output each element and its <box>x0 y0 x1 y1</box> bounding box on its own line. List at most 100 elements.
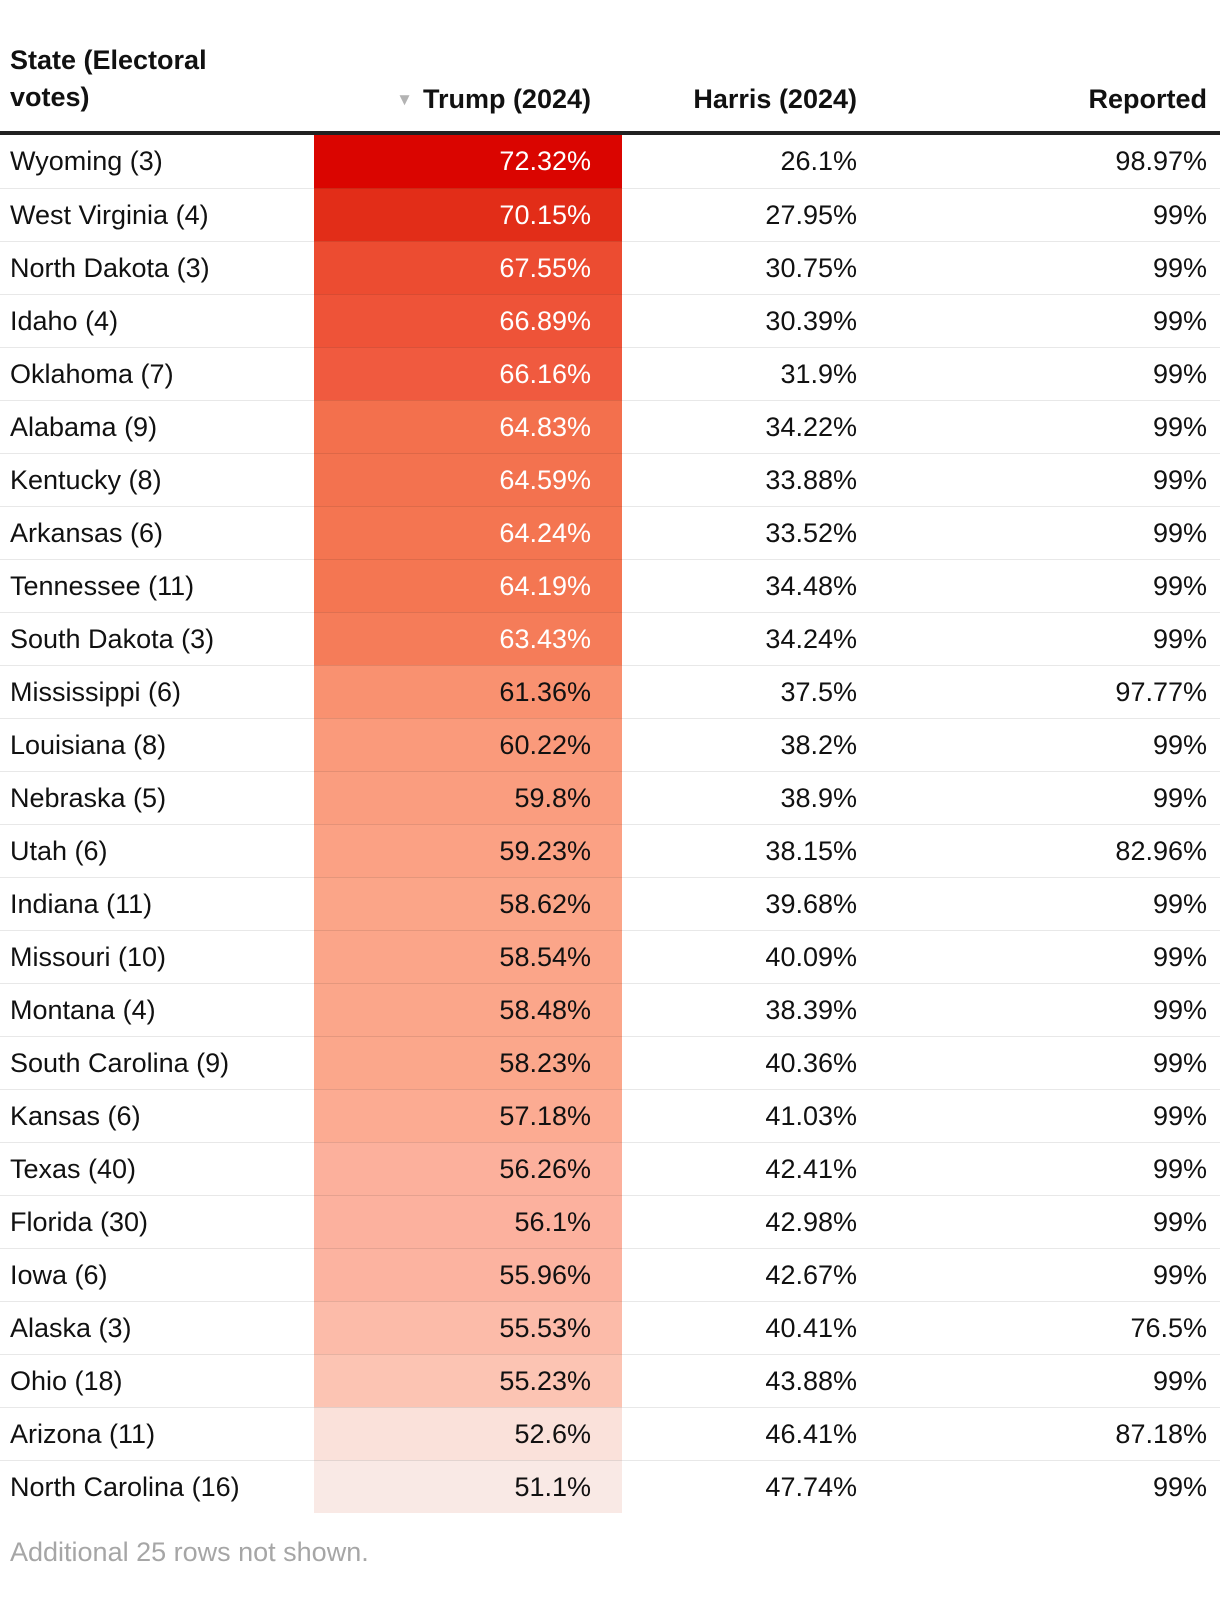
table-row: Arkansas (6) 64.24% 33.52% 99% <box>0 506 1220 559</box>
table-row: Wyoming (3) 72.32% 26.1% 98.97% <box>0 135 1220 188</box>
trump-value-cell: 64.83% <box>314 400 622 453</box>
reported-value-cell: 99% <box>888 347 1220 400</box>
header-row: State (Electoral votes) ▼ Trump (2024) Ha… <box>0 0 1220 135</box>
harris-value-cell: 38.39% <box>622 983 888 1036</box>
trump-value-cell: 55.53% <box>314 1301 622 1354</box>
harris-value-cell: 39.68% <box>622 877 888 930</box>
table-row: Texas (40) 56.26% 42.41% 99% <box>0 1142 1220 1195</box>
column-header-trump[interactable]: ▼ Trump (2024) <box>314 0 622 135</box>
table-row: Oklahoma (7) 66.16% 31.9% 99% <box>0 347 1220 400</box>
harris-value-cell: 34.24% <box>622 612 888 665</box>
state-cell: Missouri (10) <box>0 930 314 983</box>
reported-value-cell: 99% <box>888 930 1220 983</box>
harris-value-cell: 37.5% <box>622 665 888 718</box>
harris-value-cell: 40.36% <box>622 1036 888 1089</box>
column-header-harris-label: Harris (2024) <box>693 84 857 114</box>
reported-value-cell: 99% <box>888 1142 1220 1195</box>
reported-value-cell: 99% <box>888 612 1220 665</box>
trump-value-cell: 70.15% <box>314 188 622 241</box>
trump-value-cell: 51.1% <box>314 1460 622 1513</box>
state-cell: North Carolina (16) <box>0 1460 314 1513</box>
trump-value-cell: 58.54% <box>314 930 622 983</box>
trump-value-cell: 67.55% <box>314 241 622 294</box>
trump-value-cell: 56.1% <box>314 1195 622 1248</box>
trump-value-cell: 55.96% <box>314 1248 622 1301</box>
table-row: Louisiana (8) 60.22% 38.2% 99% <box>0 718 1220 771</box>
reported-value-cell: 99% <box>888 1089 1220 1142</box>
table-row: Iowa (6) 55.96% 42.67% 99% <box>0 1248 1220 1301</box>
trump-value-cell: 63.43% <box>314 612 622 665</box>
column-header-reported-label: Reported <box>1088 84 1207 114</box>
harris-value-cell: 33.88% <box>622 453 888 506</box>
trump-value-cell: 66.16% <box>314 347 622 400</box>
state-cell: South Dakota (3) <box>0 612 314 665</box>
reported-value-cell: 82.96% <box>888 824 1220 877</box>
column-header-state[interactable]: State (Electoral votes) <box>0 0 314 135</box>
harris-value-cell: 30.39% <box>622 294 888 347</box>
trump-value-cell: 72.32% <box>314 135 622 188</box>
trump-value-cell: 59.8% <box>314 771 622 824</box>
column-header-reported[interactable]: Reported <box>888 0 1220 135</box>
trump-value-cell: 52.6% <box>314 1407 622 1460</box>
harris-value-cell: 40.09% <box>622 930 888 983</box>
column-header-harris[interactable]: Harris (2024) <box>622 0 888 135</box>
state-cell: Alabama (9) <box>0 400 314 453</box>
trump-value-cell: 58.23% <box>314 1036 622 1089</box>
results-table: State (Electoral votes) ▼ Trump (2024) Ha… <box>0 0 1220 1513</box>
harris-value-cell: 47.74% <box>622 1460 888 1513</box>
state-cell: West Virginia (4) <box>0 188 314 241</box>
column-header-trump-label: Trump (2024) <box>422 84 591 114</box>
harris-value-cell: 34.48% <box>622 559 888 612</box>
trump-value-cell: 66.89% <box>314 294 622 347</box>
state-cell: Nebraska (5) <box>0 771 314 824</box>
trump-value-cell: 55.23% <box>314 1354 622 1407</box>
reported-value-cell: 99% <box>888 1036 1220 1089</box>
harris-value-cell: 34.22% <box>622 400 888 453</box>
table-row: South Dakota (3) 63.43% 34.24% 99% <box>0 612 1220 665</box>
table-row: West Virginia (4) 70.15% 27.95% 99% <box>0 188 1220 241</box>
reported-value-cell: 99% <box>888 1460 1220 1513</box>
reported-value-cell: 99% <box>888 1354 1220 1407</box>
trump-value-cell: 64.19% <box>314 559 622 612</box>
harris-value-cell: 33.52% <box>622 506 888 559</box>
harris-value-cell: 42.98% <box>622 1195 888 1248</box>
trump-value-cell: 59.23% <box>314 824 622 877</box>
trump-value-cell: 56.26% <box>314 1142 622 1195</box>
state-cell: Florida (30) <box>0 1195 314 1248</box>
column-header-state-label: State (Electoral votes) <box>10 45 207 112</box>
reported-value-cell: 99% <box>888 294 1220 347</box>
harris-value-cell: 42.41% <box>622 1142 888 1195</box>
rows-not-shown-note: Additional 25 rows not shown. <box>10 1537 369 1567</box>
reported-value-cell: 99% <box>888 718 1220 771</box>
sort-desc-icon: ▼ <box>396 90 413 109</box>
harris-value-cell: 38.15% <box>622 824 888 877</box>
harris-value-cell: 31.9% <box>622 347 888 400</box>
table-row: Kansas (6) 57.18% 41.03% 99% <box>0 1089 1220 1142</box>
reported-value-cell: 76.5% <box>888 1301 1220 1354</box>
table-row: Utah (6) 59.23% 38.15% 82.96% <box>0 824 1220 877</box>
table-row: Idaho (4) 66.89% 30.39% 99% <box>0 294 1220 347</box>
trump-value-cell: 64.24% <box>314 506 622 559</box>
state-cell: Oklahoma (7) <box>0 347 314 400</box>
state-cell: Alaska (3) <box>0 1301 314 1354</box>
table-row: Nebraska (5) 59.8% 38.9% 99% <box>0 771 1220 824</box>
table-body: Wyoming (3) 72.32% 26.1% 98.97% West Virgini… <box>0 135 1220 1513</box>
reported-value-cell: 99% <box>888 1248 1220 1301</box>
state-cell: Utah (6) <box>0 824 314 877</box>
harris-value-cell: 41.03% <box>622 1089 888 1142</box>
trump-value-cell: 64.59% <box>314 453 622 506</box>
harris-value-cell: 38.9% <box>622 771 888 824</box>
trump-value-cell: 57.18% <box>314 1089 622 1142</box>
state-cell: Indiana (11) <box>0 877 314 930</box>
harris-value-cell: 38.2% <box>622 718 888 771</box>
harris-value-cell: 40.41% <box>622 1301 888 1354</box>
reported-value-cell: 97.77% <box>888 665 1220 718</box>
table-row: Tennessee (11) 64.19% 34.48% 99% <box>0 559 1220 612</box>
state-cell: Arizona (11) <box>0 1407 314 1460</box>
table-row: Missouri (10) 58.54% 40.09% 99% <box>0 930 1220 983</box>
table-row: Alabama (9) 64.83% 34.22% 99% <box>0 400 1220 453</box>
table-row: Arizona (11) 52.6% 46.41% 87.18% <box>0 1407 1220 1460</box>
trump-value-cell: 61.36% <box>314 665 622 718</box>
table-row: North Dakota (3) 67.55% 30.75% 99% <box>0 241 1220 294</box>
state-cell: Tennessee (11) <box>0 559 314 612</box>
